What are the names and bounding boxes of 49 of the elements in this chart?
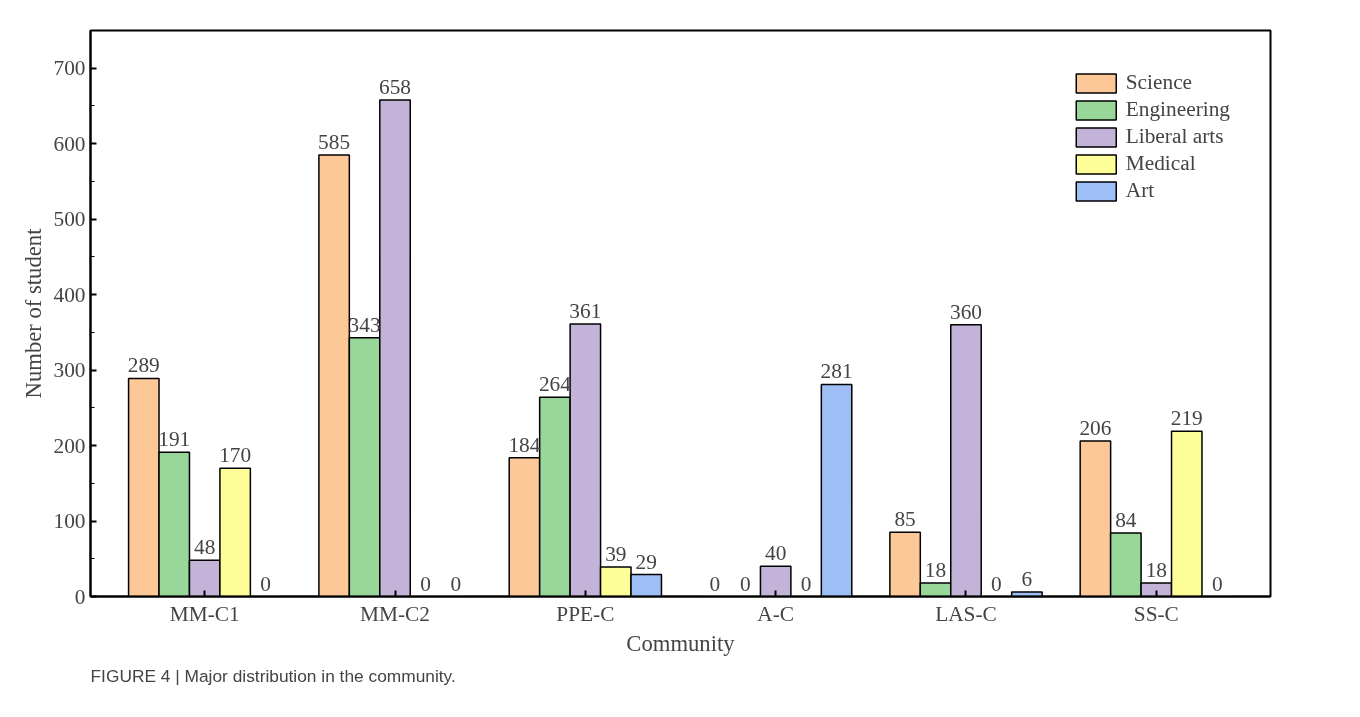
- data-label: 360: [949, 299, 982, 324]
- data-label: 361: [569, 299, 602, 324]
- data-label: 48: [194, 535, 216, 560]
- y-tick-label: 700: [53, 56, 86, 81]
- data-label: 0: [709, 571, 721, 596]
- data-label: 40: [765, 541, 787, 566]
- legend-label: Science: [1125, 70, 1193, 95]
- data-label: 191: [158, 427, 191, 452]
- data-label: 0: [739, 571, 751, 596]
- data-label: 0: [800, 571, 812, 596]
- y-tick-label: 500: [53, 207, 86, 232]
- x-tick-label: LAS-C: [935, 601, 997, 626]
- y-tick-label: 0: [74, 584, 86, 609]
- data-label: 0: [450, 571, 462, 596]
- caption: FIGURE 4 | Major distribution in the community.: [90, 665, 456, 686]
- y-tick-label: 600: [53, 131, 86, 156]
- data-label: 39: [605, 542, 627, 567]
- data-label: 84: [1115, 508, 1137, 533]
- data-label: 0: [1211, 571, 1223, 596]
- x-tick-label: MM-C2: [360, 601, 430, 626]
- data-label: 206: [1079, 416, 1112, 441]
- x-tick-label: PPE-C: [556, 601, 615, 626]
- data-label: 0: [260, 571, 271, 596]
- legend-label: Engineering: [1125, 97, 1230, 122]
- data-label: 289: [127, 353, 160, 378]
- data-label: 29: [635, 549, 657, 574]
- data-label: 219: [1170, 406, 1203, 431]
- x-tick-label: SS-C: [1133, 601, 1179, 626]
- legend-label: Medical: [1125, 151, 1196, 176]
- legend-label: Liberal arts: [1125, 124, 1224, 149]
- data-label: 0: [420, 571, 431, 596]
- data-label: 281: [820, 359, 853, 384]
- y-tick-label: 400: [53, 282, 86, 307]
- data-label: 85: [894, 507, 916, 532]
- y-tick-label: 200: [53, 433, 86, 458]
- y-tick-label: 100: [53, 509, 86, 534]
- data-label: 0: [991, 571, 1002, 596]
- data-label: 585: [318, 130, 351, 155]
- data-label: 18: [924, 557, 947, 582]
- data-label: 658: [379, 74, 412, 99]
- y-tick-label: 300: [53, 358, 86, 383]
- x-tick-label: A-C: [757, 601, 795, 626]
- x-axis-title: Community: [626, 630, 736, 656]
- data-label: 170: [219, 443, 252, 468]
- data-label: 18: [1145, 557, 1167, 582]
- data-label: 6: [1021, 566, 1033, 591]
- y-axis-title: Number of student: [20, 227, 46, 399]
- legend-label: Art: [1125, 178, 1155, 203]
- x-tick-label: MM-C1: [169, 601, 240, 626]
